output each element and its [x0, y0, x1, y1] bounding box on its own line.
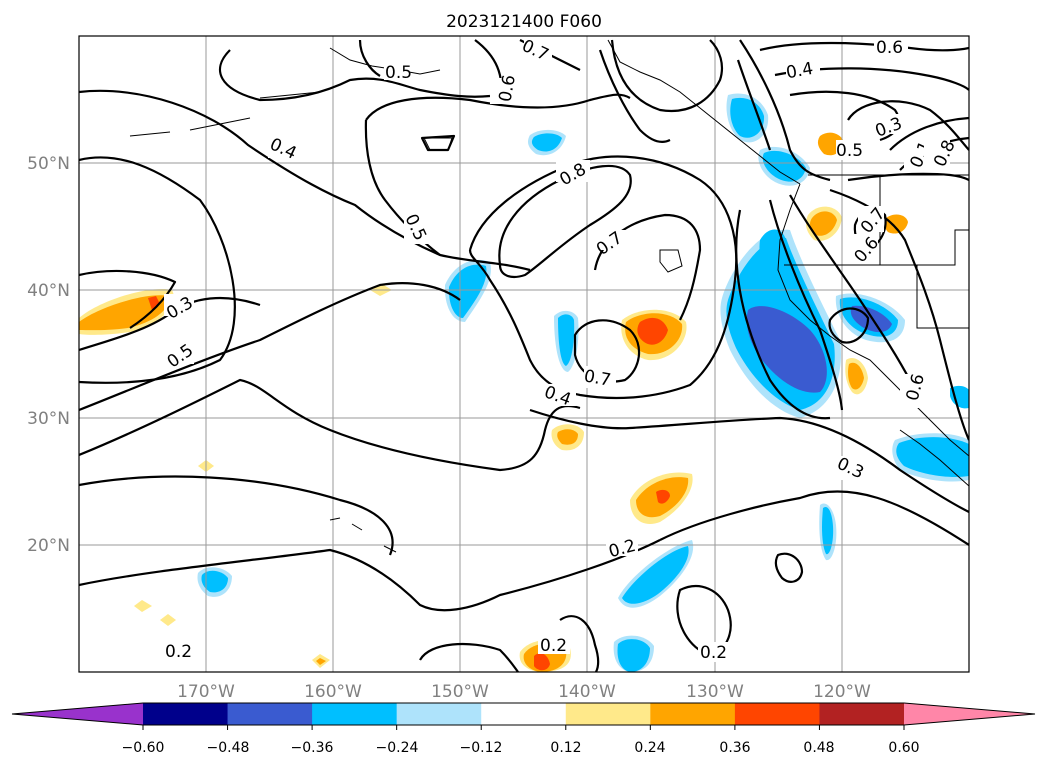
lon-tick-label: 120°W: [813, 682, 871, 702]
colorbar-tick-label: 0.60: [888, 740, 919, 756]
colorbar-tick-label: −0.48: [207, 740, 250, 756]
contour-label: 0.7: [582, 366, 612, 390]
colorbar-tick-label: −0.60: [122, 740, 165, 756]
colorbar-bin: [312, 703, 398, 725]
colorbar-tick-label: 0.36: [719, 740, 750, 756]
colorbar-bin: [819, 703, 905, 725]
contour-label: 0.5: [385, 63, 412, 83]
colorbar-tick-label: 0.12: [550, 740, 581, 756]
contour-label: 0.2: [540, 636, 567, 656]
shaded-fields: [79, 93, 969, 672]
lon-tick-label: 160°W: [304, 682, 362, 702]
colorbar-bin: [481, 703, 567, 725]
colorbar-bin: [143, 703, 229, 725]
colorbar-bin: [734, 703, 820, 725]
lon-axis: 170°W 160°W 150°W 140°W 130°W 120°W: [177, 682, 871, 702]
contour-label: 0.4: [785, 59, 815, 83]
contour-labels: 0.7 0.6 0.5 0.4 0.8 0.5 0.7 0.3 0.5 0.7 …: [163, 36, 960, 663]
colorbar-extend-max: [904, 703, 1035, 725]
lon-tick-label: 130°W: [686, 682, 744, 702]
colorbar-extend-min: [12, 703, 143, 725]
colorbar: −0.60 −0.48 −0.36 −0.24 −0.12 0.12 0.24 …: [11, 702, 1036, 756]
colorbar-tick-label: 0.24: [634, 740, 665, 756]
colorbar-bins: [143, 703, 905, 725]
lat-tick-label: 40°N: [27, 281, 70, 301]
colorbar-bin: [227, 703, 313, 725]
contour-label: 0.2: [700, 643, 727, 663]
contour-label: 0.6: [876, 38, 903, 58]
colorbar-ticks: −0.60 −0.48 −0.36 −0.24 −0.12 0.12 0.24 …: [122, 725, 920, 756]
lat-axis: 50°N 40°N 30°N 20°N: [27, 154, 70, 556]
colorbar-bin: [565, 703, 651, 725]
lat-tick-label: 30°N: [27, 409, 70, 429]
coastlines: [129, 39, 969, 553]
lon-tick-label: 170°W: [177, 682, 235, 702]
colorbar-tick-label: −0.36: [291, 740, 334, 756]
lon-tick-label: 150°W: [431, 682, 489, 702]
colorbar-tick-label: −0.12: [460, 740, 503, 756]
lon-tick-label: 140°W: [558, 682, 616, 702]
colorbar-tick-label: 0.48: [803, 740, 834, 756]
map-frame: [78, 35, 970, 673]
contour-label: 0.2: [165, 642, 192, 662]
colorbar-tick-label: −0.24: [376, 740, 419, 756]
contour-label: 0.6: [496, 73, 520, 103]
lat-tick-label: 50°N: [27, 154, 70, 174]
map-panel: 0.7 0.6 0.5 0.4 0.8 0.5 0.7 0.3 0.5 0.7 …: [79, 36, 969, 672]
figure-title: 2023121400 F060: [446, 12, 602, 32]
colorbar-bin: [650, 703, 736, 725]
contour-label: 0.5: [836, 141, 863, 161]
lat-tick-label: 20°N: [27, 536, 70, 556]
colorbar-bin: [396, 703, 482, 725]
